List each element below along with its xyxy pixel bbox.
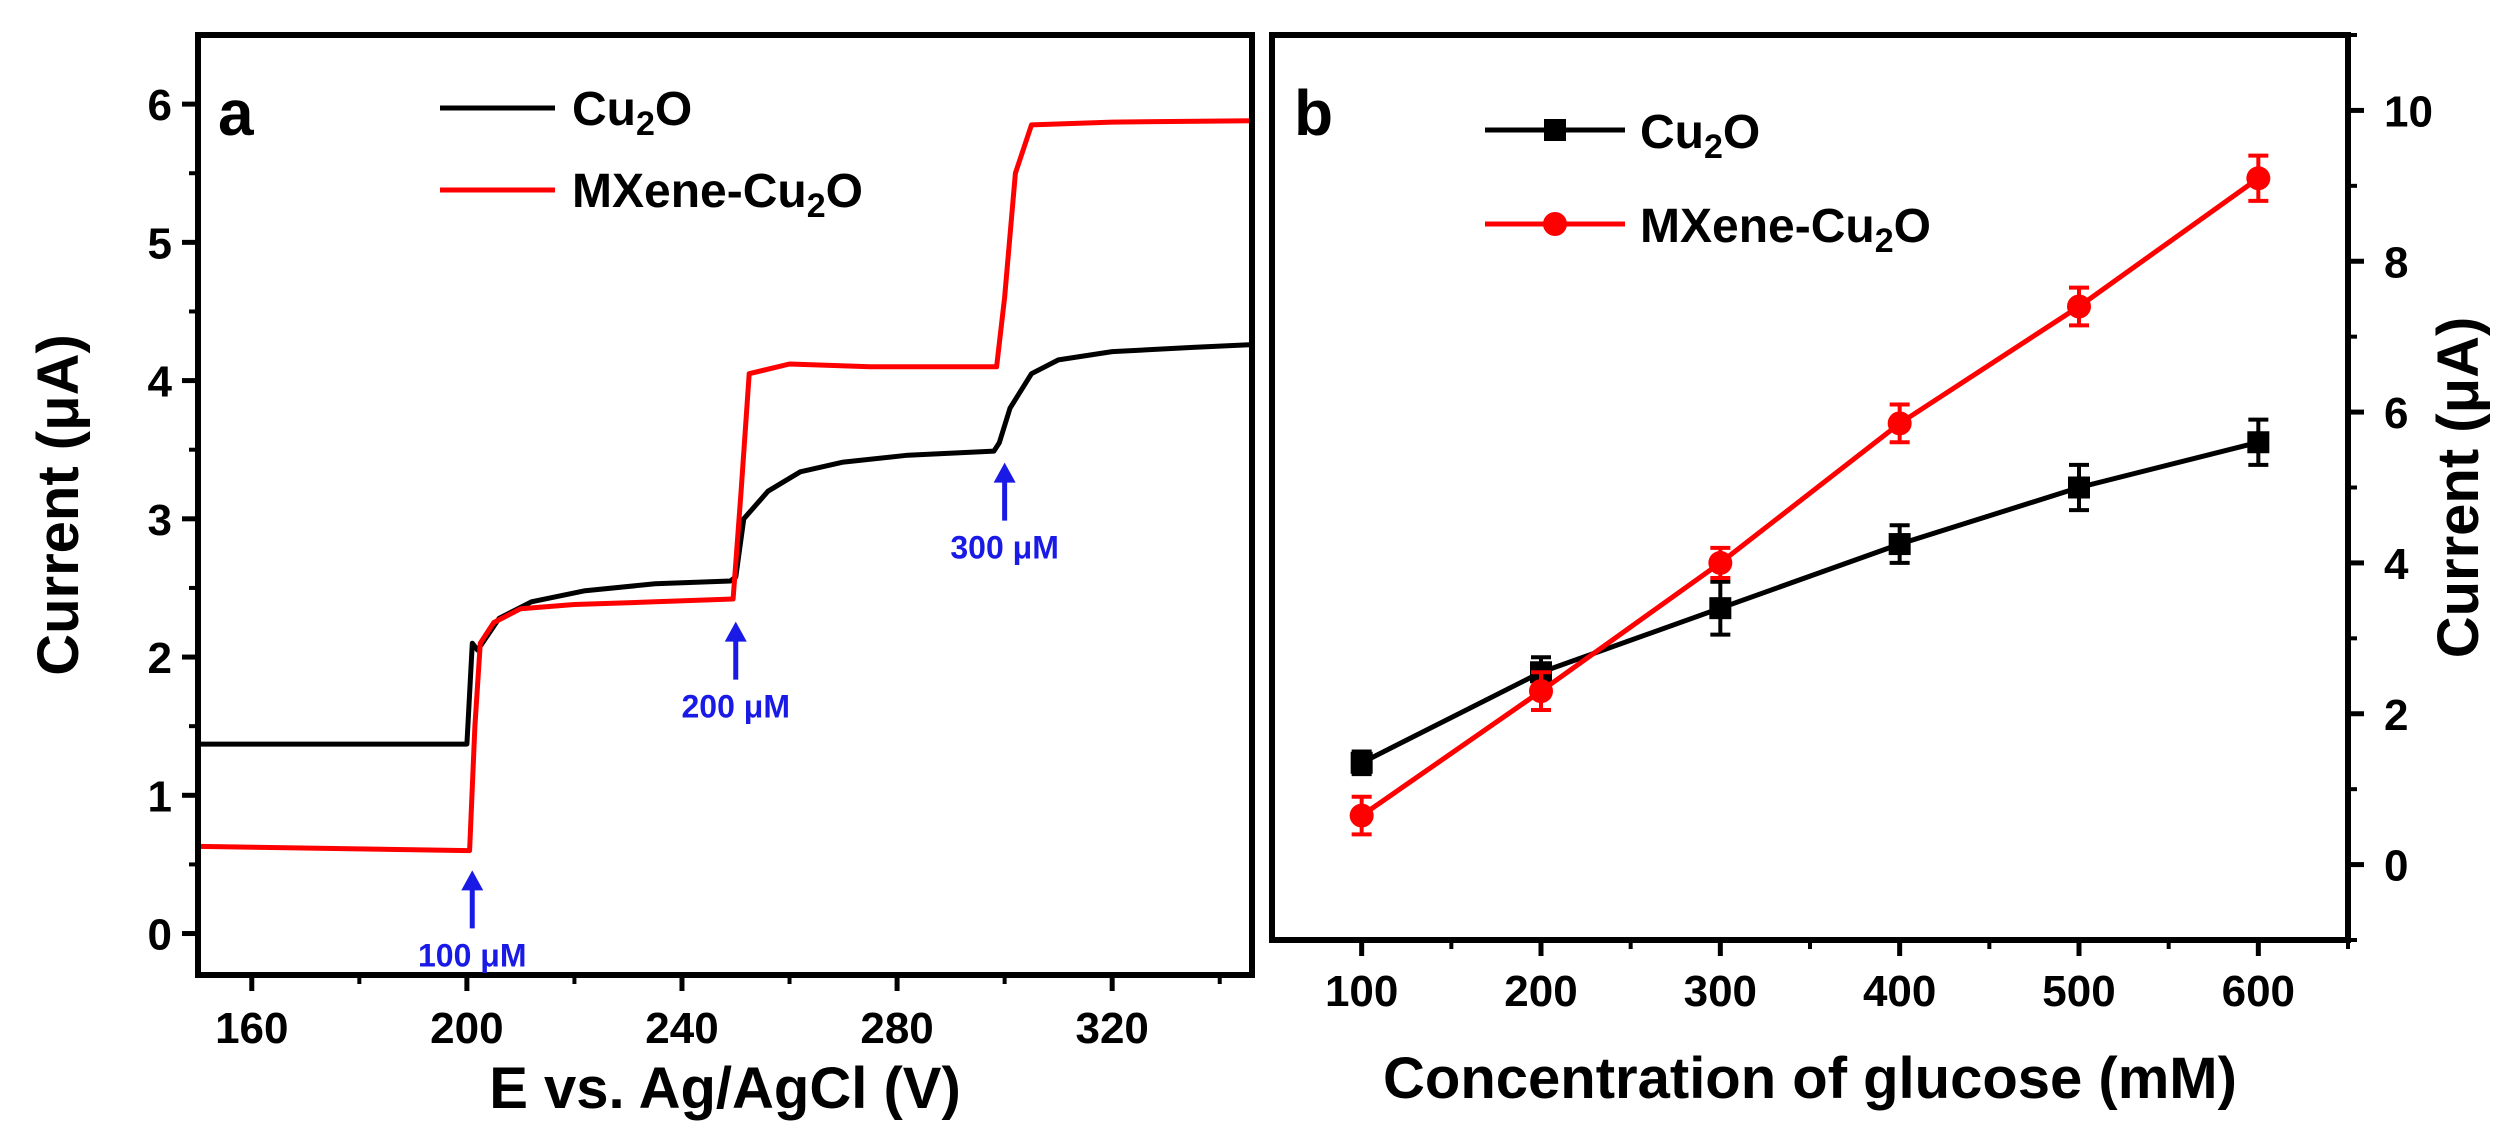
x-tick-label: 160 [215, 1004, 288, 1053]
data-point-mxene-cu2o [1887, 411, 1912, 436]
data-point-mxene-cu2o [1708, 550, 1733, 575]
annotation-arrow-head [724, 621, 747, 642]
x-tick-label: 240 [645, 1004, 718, 1053]
data-point-mxene-cu2o [2246, 166, 2271, 191]
x-tick-label: 100 [1325, 967, 1398, 1016]
data-point-cu2o [1888, 533, 1911, 556]
annotation-arrow-head [993, 462, 1016, 483]
legend-label-mxene-cu2o-tail: O [826, 165, 863, 218]
data-point-cu2o [2247, 431, 2270, 454]
series-line-cu2o [1360, 439, 2259, 766]
panel-b: 100 200 300 400 500 600 0 2 4 6 8 10 Concentration o… [1269, 32, 2491, 1111]
legend-label-mxene-cu2o-sub: 2 [807, 187, 826, 225]
y-axis-title: Current (μA) [2426, 317, 2491, 659]
x-tick-label: 200 [1504, 967, 1577, 1016]
legend-marker-cu2o [1544, 119, 1566, 141]
x-tick-label: 500 [2042, 967, 2115, 1016]
data-point-cu2o [2068, 476, 2090, 499]
annotation-label: 100 μM [418, 937, 527, 973]
x-tick-label: 280 [860, 1004, 933, 1053]
y-tick-label: 1 [148, 772, 172, 821]
x-tick-label: 300 [1684, 967, 1757, 1016]
x-tick-label: 200 [430, 1004, 503, 1053]
legend-label-mxene-cu2o: MXene-Cu2O [572, 165, 863, 225]
y-tick-label: 4 [2384, 540, 2409, 589]
legend-label-cu2o: Cu2O [572, 83, 692, 143]
series-line-mxene-cu2o [197, 118, 1253, 854]
x-axis-title: Concentration of glucose (mM) [1383, 1046, 2237, 1111]
data-point-mxene-cu2o [1349, 803, 1374, 828]
y-tick-label: 4 [148, 358, 173, 407]
y-tick-label: 5 [148, 219, 172, 268]
y-tick-label: 6 [148, 81, 172, 130]
annotation-label: 200 μM [681, 689, 790, 725]
panel-letter-b: b [1294, 77, 1333, 149]
annotation-label: 300 μM [950, 530, 1059, 566]
y-tick-label: 0 [148, 911, 172, 960]
legend-label-mxene-cu2o-base: MXene-Cu [1640, 200, 1875, 253]
data-point-mxene-cu2o [2067, 294, 2091, 319]
data-point-cu2o [1350, 751, 1373, 774]
x-tick-label: 400 [1863, 967, 1936, 1016]
y-tick-label: 0 [2384, 842, 2408, 891]
y-tick-label: 10 [2384, 87, 2433, 136]
legend-label-cu2o-base: Cu [1640, 106, 1704, 159]
legend-label-mxene-cu2o-base: MXene-Cu [572, 165, 807, 218]
data-point-mxene-cu2o [1529, 679, 1553, 704]
series-line-cu2o [198, 342, 1253, 747]
legend-label-mxene-cu2o-sub: 2 [1875, 222, 1894, 260]
x-tick-label: 320 [1075, 1004, 1148, 1053]
legend-label-cu2o-tail: O [1723, 106, 1760, 159]
legend-marker-mxene-cu2o [1543, 212, 1567, 236]
legend-label-cu2o: Cu2O [1640, 106, 1760, 166]
x-tick-label: 600 [2222, 967, 2295, 1016]
y-tick-label: 3 [148, 496, 172, 545]
y-tick-label: 6 [2384, 389, 2408, 438]
y-tick-label: 8 [2384, 238, 2408, 287]
data-point-cu2o [1709, 597, 1732, 620]
legend-label-mxene-cu2o-tail: O [1894, 200, 1931, 253]
y-axis-title: Current (μA) [26, 334, 91, 676]
panel-letter-a: a [218, 77, 254, 149]
legend-label-mxene-cu2o: MXene-Cu2O [1640, 200, 1931, 260]
legend-label-cu2o-tail: O [655, 83, 692, 136]
x-axis-title: E vs. Ag/AgCl (V) [489, 1056, 961, 1121]
y-tick-label: 2 [148, 634, 172, 683]
plot-frame [195, 32, 1255, 978]
annotation-arrow-head [461, 870, 484, 891]
series-line-mxene-cu2o [1360, 176, 2260, 818]
legend-label-cu2o-sub: 2 [636, 105, 655, 143]
plot-frame [1269, 32, 2351, 943]
legend-label-cu2o-sub: 2 [1704, 128, 1723, 166]
y-tick-label: 2 [2384, 691, 2408, 740]
panel-a: 160 200 240 280 320 0 1 2 3 4 5 6 E vs. Ag/AgCl (V) C… [26, 32, 1255, 1121]
legend-label-cu2o-base: Cu [572, 83, 636, 136]
